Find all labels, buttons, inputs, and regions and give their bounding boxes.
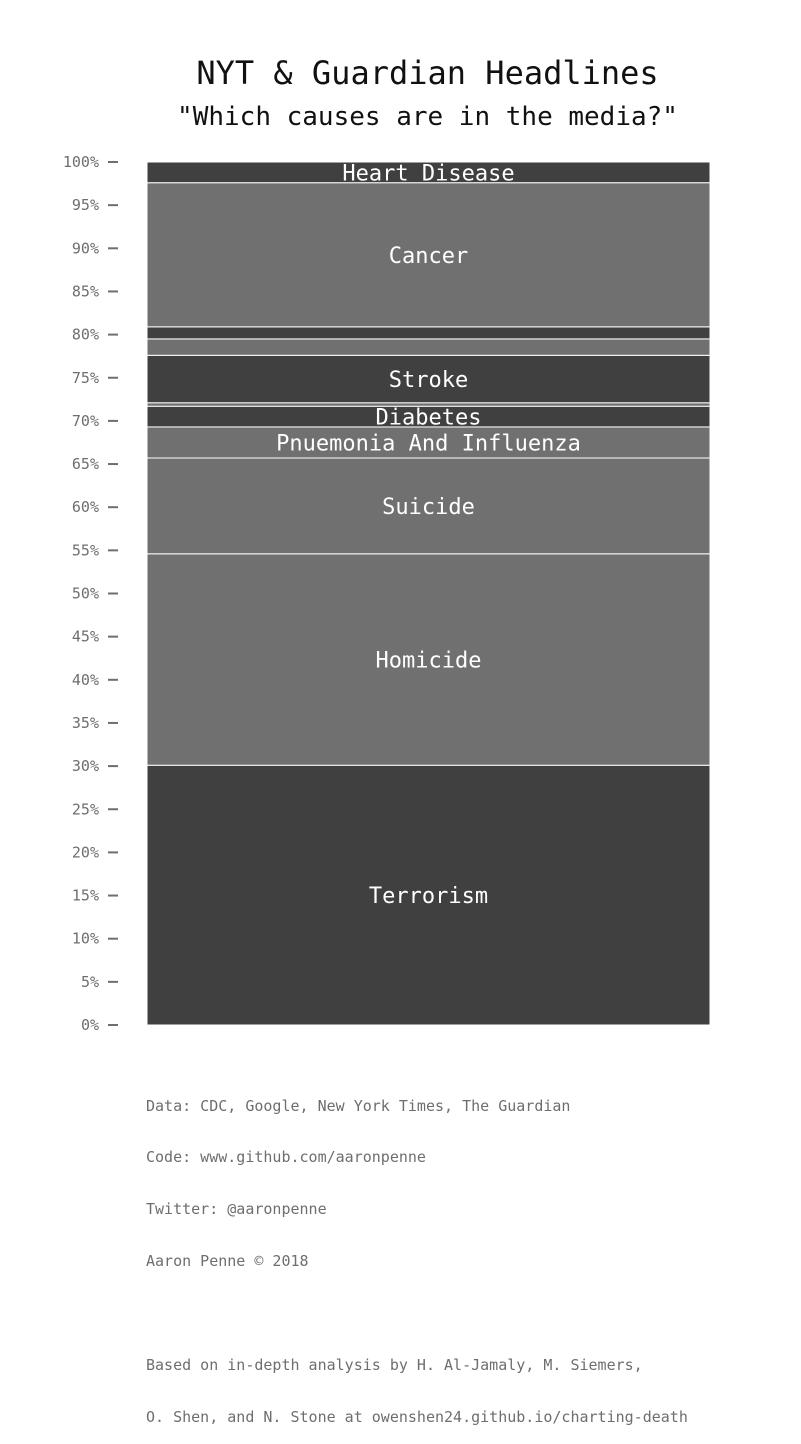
- segment-label: Terrorism: [369, 884, 488, 909]
- y-tick-label: 0%: [81, 1016, 99, 1034]
- y-tick-label: 85%: [72, 282, 99, 300]
- segment-label: Cancer: [389, 244, 468, 269]
- chart-footer: Data: CDC, Google, New York Times, The G…: [146, 1063, 688, 1444]
- y-tick-label: 95%: [72, 196, 99, 214]
- y-tick-label: 15%: [72, 887, 99, 905]
- footer-line: Twitter: @aaronpenne: [146, 1200, 327, 1219]
- segment-label: Diabetes: [376, 406, 482, 431]
- bar-segment: [146, 182, 711, 328]
- bar-segment: [146, 354, 711, 404]
- bar-segment: [146, 426, 711, 459]
- footer-line: Code: www.github.com/aaronpenne: [146, 1148, 426, 1167]
- y-tick-label: 35%: [72, 714, 99, 732]
- y-tick-label: 10%: [72, 930, 99, 948]
- y-tick-label: 55%: [72, 541, 99, 559]
- y-tick-label: 20%: [72, 843, 99, 861]
- segment-label: Homicide: [376, 649, 482, 674]
- y-tick-label: 30%: [72, 757, 99, 775]
- y-tick-label: 60%: [72, 498, 99, 516]
- y-tick-label: 40%: [72, 671, 99, 689]
- footer-line: Aaron Penne © 2018: [146, 1252, 309, 1271]
- bar-segment: [146, 161, 711, 184]
- segment-label: Stroke: [389, 368, 468, 393]
- footer-line: Data: CDC, Google, New York Times, The G…: [146, 1096, 571, 1115]
- y-tick-label: 25%: [72, 800, 99, 818]
- y-tick-label: 5%: [81, 973, 99, 991]
- stacked-bar-chart: 0% 5% 10% 15% 20% 25% 30% 35% 40% 45% 50% 55% 60% 65%…: [63, 153, 711, 1034]
- bar-segment: [146, 326, 711, 340]
- segment-label: Heart Disease: [342, 161, 514, 186]
- y-tick-label: 70%: [72, 412, 99, 430]
- y-tick-label: 65%: [72, 455, 99, 473]
- chart-subtitle: "Which causes are in the media?": [177, 102, 678, 132]
- footer-note-line: Based on in-depth analysis by H. Al-Jama…: [146, 1356, 643, 1375]
- bar-segment: [146, 764, 711, 1026]
- y-tick-label: 75%: [72, 369, 99, 387]
- segment-label: Pnuemonia And Influenza: [276, 431, 581, 456]
- chart-title: NYT & Guardian Headlines: [196, 54, 659, 92]
- bar-segment: [146, 338, 711, 356]
- y-tick-label: 50%: [72, 585, 99, 603]
- footer-note-line: O. Shen, and N. Stone at owenshen24.gith…: [146, 1407, 688, 1426]
- y-tick-label: 45%: [72, 628, 99, 646]
- bar-segment: [146, 553, 711, 766]
- y-tick-label: 80%: [72, 326, 99, 344]
- bar-segment: [146, 457, 711, 555]
- segment-label: Suicide: [382, 495, 475, 520]
- y-tick-label: 100%: [63, 153, 99, 171]
- y-tick-label: 90%: [72, 239, 99, 257]
